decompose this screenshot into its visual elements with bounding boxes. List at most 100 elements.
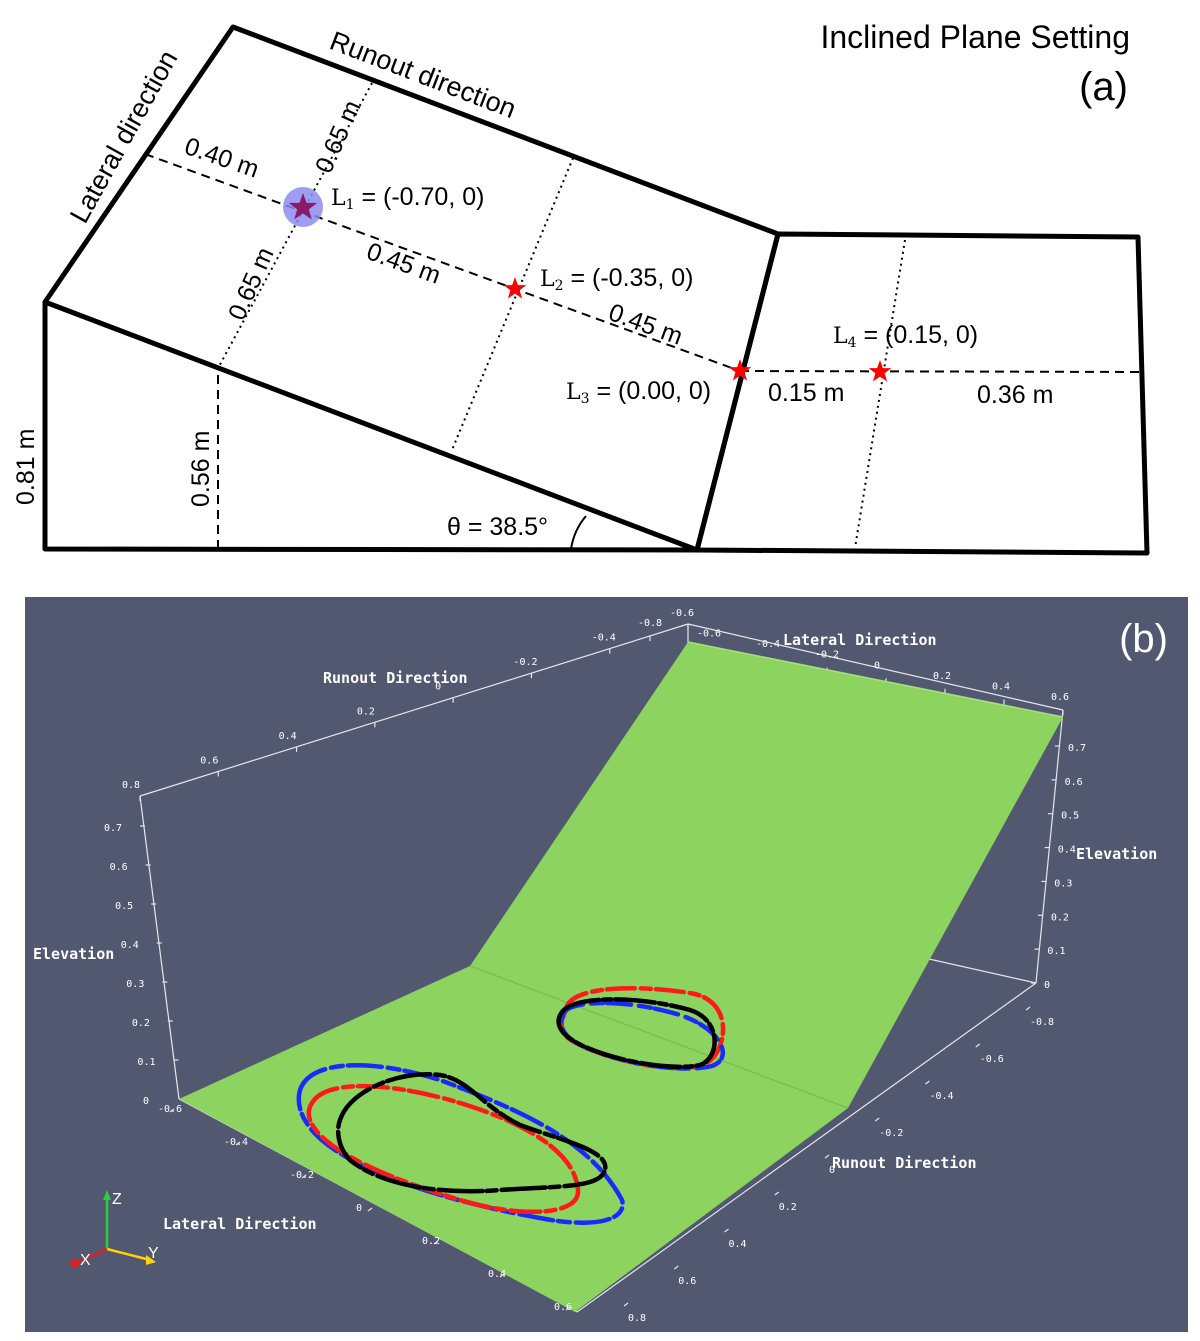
panel-b: -0.6 -0.4 -0.2 0 0.2 0.4 0.6 0.8 -0.8 -0.6 -0.4 -0… [25,597,1188,1332]
dim-upper-half-width: 0.65 m [310,96,367,177]
slope-angle-arc [570,515,587,550]
runout-right-tick-mark [1025,1006,1031,1011]
cross-line-l4 [854,239,906,549]
dim-lower-half-width: 0.65 m [223,243,280,324]
deposit-outlines-near [296,1063,625,1225]
axis-title-lateral-top: Lateral Direction [783,631,937,649]
lateral-top-axis-line [687,623,1064,711]
lateral-top-tick-label: 0.4 [992,681,1010,692]
runout-right-tick-label: 0.4 [729,1239,747,1250]
elevation-left-tick-label: 0 [143,1096,149,1107]
elevation-left-ticks: 0 0.1 0.2 0.3 0.4 0.5 0.6 0.7 [104,823,184,1107]
elevation-right-tick-label: 0.5 [1061,811,1079,822]
elevation-left-tick-label: 0.4 [121,940,139,951]
runout-top-tick-label: -0.6 [670,608,694,619]
lateral-top-tick-label: -0.6 [697,629,721,640]
horizontal-plane-surface [179,966,848,1312]
dim-l2-l3-spacing: 0.45 m [605,298,686,350]
deposit-outline-black-far [556,997,717,1070]
slope-angle-label: θ = 38.5° [447,513,548,541]
lateral-bottom-tick-label: 0.2 [422,1236,440,1247]
elevation-left-tick-label: 0.3 [126,979,144,990]
elevation-right-tick-label: 0.7 [1068,743,1086,754]
runout-top-ticks: -0.6 -0.4 -0.2 0 0.2 0.4 0.6 0.8 [122,608,694,801]
deposit-outline-black-near [335,1072,608,1194]
elevation-right-ticks: 0 0.1 0.2 0.3 0.4 0.5 0.6 0.7 [1031,743,1086,991]
elevation-left-tick-label: 0.1 [137,1057,155,1068]
release-label-l2: L2 = (-0.35, 0) [540,264,693,294]
star-marker-l1 [288,193,318,220]
dim-l4-to-end: 0.36 m [977,381,1053,409]
lateral-bottom-tick-mark [433,1240,439,1245]
elevation-left-tick-label: 0.2 [132,1018,150,1029]
runout-right-tick-mark [975,1043,981,1048]
runout-top-tick-label: 0.2 [357,706,375,717]
elevation-left-tick-label: 0.5 [115,901,133,912]
runout-top-tick-label: -0.2 [513,657,537,668]
orientation-x-arrow [70,1259,80,1267]
elevation-right-tick-label: 0.3 [1054,878,1072,889]
plane-fold-line [469,965,849,1109]
runout-right-tick-mark [673,1265,679,1270]
orientation-label-z: Z [112,1191,122,1208]
orientation-axes: Z Y X [70,1190,159,1269]
lateral-bottom-tick-label: 0.4 [488,1269,506,1280]
star-marker-l3 [728,359,752,381]
orientation-y-arrow [146,1255,156,1265]
dim-left-top-offset: 0.40 m [181,132,262,183]
elevation-right-axis-line [1035,709,1064,984]
panel-a-outline [42,24,1150,556]
dim-total-height: 0.81 m [12,429,40,505]
runout-right-tick-mark [874,1117,880,1122]
lateral-top-tick-label: -0.8 [638,618,662,629]
lateral-bottom-tick-label: 0 [356,1203,362,1214]
runout-right-tick-label: -0.6 [980,1054,1004,1065]
orientation-y-axis [106,1247,151,1262]
elevation-right-tick-label: 0.4 [1058,845,1076,856]
elevation-left-tick-label: 0.6 [110,862,128,873]
dim-l1-l2-spacing: 0.45 m [363,237,444,289]
runout-right-tick-label: 0.2 [779,1202,797,1213]
runout-right-tick-label: 0 [829,1165,835,1176]
center-line [144,153,1144,549]
runout-right-ticks: -0.8 -0.6 -0.4 -0.2 0 0.2 0.4 0.6 0.8 [623,1006,1054,1324]
release-label-l4: L4 = (0.15, 0) [833,321,978,351]
axis-title-elevation-left: Elevation [33,945,114,963]
runout-top-tick-label: 0.8 [122,780,140,791]
lateral-top-tick-label: 0.6 [1051,692,1069,703]
side-wall-outline [42,302,698,553]
runout-right-tick-mark [724,1228,729,1233]
elevation-right-tick-label: 0 [1044,980,1050,991]
elevation-right-tick-label: 0.6 [1065,777,1083,788]
dim-mid-height: 0.56 m [187,431,215,507]
orientation-z-arrow [103,1190,111,1200]
deposit-outlines-far [556,986,726,1071]
orientation-label-x: X [80,1252,91,1269]
center-line-horizontal [739,370,1144,373]
lateral-direction-label: Lateral direction [64,45,183,228]
panel-a: Inclined Plane Setting (a) Runout direct… [12,19,1150,556]
axis-title-elevation-right: Elevation [1076,845,1157,863]
center-line-inclined [144,153,741,372]
horizontal-plane-outline [694,231,1150,556]
lateral-bottom-ticks: -0.6 -0.4 -0.2 0 0.2 0.4 0.6 [158,1104,572,1313]
lateral-bottom-tick-label: -0.4 [224,1137,248,1148]
lateral-bottom-tick-label: 0.6 [554,1302,572,1313]
lateral-bottom-tick-mark [169,1108,175,1113]
elevation-right-tick-label: 0.2 [1051,912,1069,923]
panel-a-title: Inclined Plane Setting [820,19,1130,55]
release-label-l3: L3 = (0.00, 0) [566,377,711,407]
orientation-x-axis [77,1247,108,1264]
runout-top-tick-label: 0.4 [279,731,297,742]
runout-right-tick-label: -0.8 [1030,1017,1054,1028]
runout-right-tick-mark [623,1302,629,1307]
cross-line-l1 [215,82,373,373]
runout-right-tick-mark [774,1191,780,1196]
orientation-label-y: Y [148,1245,159,1262]
panel-b-label: (b) [1119,617,1168,661]
inclined-plane-surface [470,642,1063,1108]
lateral-top-tick-label: -0.4 [756,639,780,650]
star-marker-l2 [503,277,527,299]
runout-right-tick-label: -0.4 [930,1091,954,1102]
